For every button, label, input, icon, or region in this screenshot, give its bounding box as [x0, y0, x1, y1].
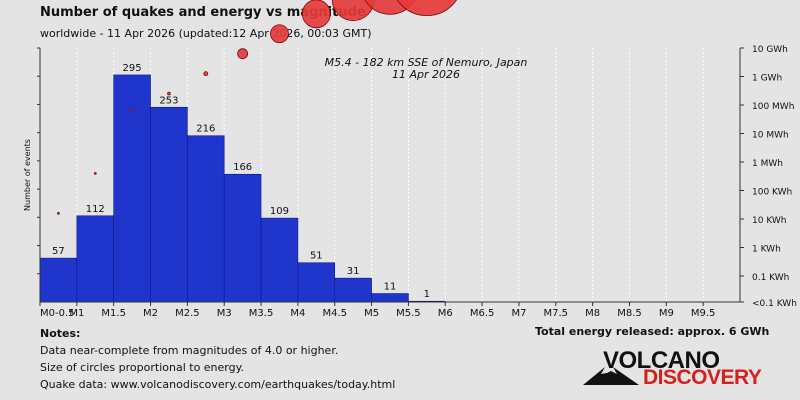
energy-circle-M1.5-2	[167, 91, 171, 96]
energy-circle-M0.5-1	[93, 171, 97, 175]
bar-value-label: 31	[347, 266, 360, 277]
energy-circle-M3-3.5	[270, 24, 289, 44]
x-tick-label: M8.5	[617, 308, 642, 319]
energy-tick-label: 10 KWh	[752, 216, 787, 226]
logo-word-discovery: DISCOVERY	[643, 366, 762, 389]
energy-circle-M2-2.5	[203, 71, 209, 77]
bar-value-label: 51	[310, 251, 323, 262]
bar-value-label: 253	[159, 95, 178, 106]
y-axis-label: Number of events	[23, 139, 32, 211]
energy-tick-label: 10 MWh	[752, 131, 789, 141]
x-tick-label: M6.5	[470, 308, 495, 319]
energy-circle-M2.5-3	[237, 48, 249, 60]
energy-ticks-group: 10 GWh 1 GWh 100 MWh 10 MWh 1 MWh 100 KWh 10 K…	[740, 45, 797, 309]
bar-M0-0.5	[39, 257, 78, 303]
bar-value-label: 109	[270, 206, 289, 217]
bar-M3.5-4	[297, 262, 336, 303]
bar-M0.5-1	[76, 215, 114, 303]
bar-M1.5-2	[150, 106, 188, 303]
volcano-icon	[583, 367, 639, 385]
bar-M3-3.5	[260, 217, 299, 303]
energy-tick-label: 1 KWh	[752, 245, 781, 255]
energy-circle-M4-4.5	[331, 0, 375, 21]
x-tick-label: M4.5	[322, 308, 347, 319]
x-tick-label: M4	[290, 308, 305, 319]
logo-word-volcano: VOLCANO	[603, 347, 720, 374]
bar-M4-4.5	[334, 277, 372, 303]
chart-title: Number of quakes and energy vs magnitude	[40, 5, 366, 20]
bars-group	[39, 74, 446, 303]
energy-circle-M3.5-4	[301, 0, 331, 29]
energy-circle-M5-5.5	[396, 0, 457, 16]
x-tick-label: M5.5	[396, 308, 421, 319]
energy-tick-label: 10 GWh	[752, 45, 788, 55]
bar-value-label: 166	[233, 162, 252, 173]
x-tick-label: M0-0.5	[40, 308, 75, 319]
bar-value-label: 112	[86, 204, 105, 215]
energy-tick-label: 0.1 KWh	[752, 273, 789, 283]
x-tick-label: M9.5	[691, 308, 716, 319]
x-tick-label: M1	[69, 308, 84, 319]
bar-value-label: 1	[424, 289, 430, 300]
x-tick-label: M2	[143, 308, 158, 319]
energy-circle-M1-1.5	[130, 109, 134, 113]
x-tick-label: M7.5	[544, 308, 569, 319]
bar-M4.5-5	[371, 293, 409, 303]
x-tick-label: M9	[659, 308, 674, 319]
x-tick-label: M6	[438, 308, 453, 319]
bar-value-label: 216	[196, 124, 215, 135]
total-energy: Total energy released: approx. 6 GWh	[535, 325, 770, 338]
volcanodiscovery-logo: VOLCANO DISCOVERY	[583, 347, 762, 389]
bar-value-label: 11	[384, 282, 397, 293]
annotation-line1: M5.4 - 182 km SSE of Nemuro, Japan	[325, 56, 528, 69]
axes-group	[37, 47, 741, 303]
x-tick-label: M7	[511, 308, 526, 319]
x-ticks-group: M0-0.5M1 M1.5 M2 M2.5 M3 M3.5 M4 M4.5 M5 M5.5 M6 M6…	[39, 302, 716, 319]
x-tick-label: M3	[217, 308, 232, 319]
x-tick-label: M1.5	[101, 308, 126, 319]
notes: Notes: Data near-complete from magnitude…	[40, 325, 395, 393]
bar-M2-2.5	[187, 135, 225, 303]
energy-tick-label: 100 MWh	[752, 102, 794, 112]
x-tick-label: M2.5	[175, 308, 200, 319]
energy-tick-label: <0.1 KWh	[752, 299, 797, 309]
bar-value-label: 57	[52, 246, 65, 257]
bar-M2.5-3	[223, 173, 262, 303]
energy-tick-label: 100 KWh	[752, 188, 792, 198]
annotation: M5.4 - 182 km SSE of Nemuro, Japan 11 Ap…	[325, 56, 528, 81]
x-tick-label: M8	[585, 308, 600, 319]
x-tick-label: M3.5	[249, 308, 274, 319]
energy-tick-label: 1 GWh	[752, 74, 782, 84]
notes-line1: Data near-complete from magnitudes of 4.…	[40, 344, 339, 357]
energy-tick-label: 1 MWh	[752, 159, 783, 169]
chart-subtitle: worldwide - 11 Apr 2026 (updated:12 Apr …	[40, 27, 372, 40]
annotation-line2: 11 Apr 2026	[392, 68, 460, 81]
notes-line2: Size of circles proportional to energy.	[40, 361, 245, 374]
notes-heading: Notes:	[40, 327, 81, 340]
bar-value-label: 295	[123, 63, 142, 74]
bar-M1-1.5	[113, 74, 151, 303]
notes-line3: Quake data: www.volcanodiscovery.com/ear…	[40, 378, 396, 391]
energy-circles-group	[57, 0, 457, 215]
energy-circle-M0-0.5	[57, 211, 60, 215]
x-tick-label: M5	[364, 308, 379, 319]
